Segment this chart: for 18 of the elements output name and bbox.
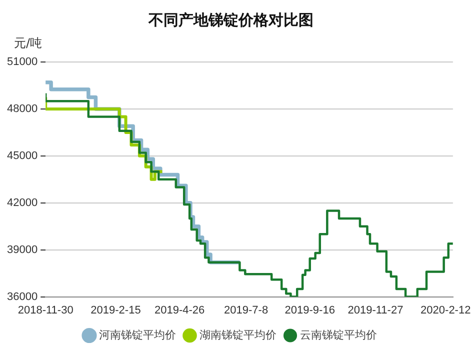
- y-tick-label: 51000: [6, 56, 38, 68]
- y-tick-label: 42000: [6, 196, 38, 209]
- legend-label: 湖南锑锭平均价: [199, 328, 276, 342]
- x-tick-label: 2019-7-8: [224, 304, 268, 316]
- y-tick-label: 39000: [6, 244, 38, 256]
- x-tick-label: 2019-11-27: [348, 304, 404, 316]
- x-tick-label: 2019-9-16: [284, 304, 335, 316]
- chart-title: 不同产地锑锭价格对比图: [148, 10, 314, 29]
- x-tick-label: 2019-2-15: [90, 304, 141, 316]
- x-tick-label: 2019-4-26: [154, 304, 205, 316]
- y-axis-title: 元/吨: [14, 36, 42, 50]
- x-tick-label: 2018-11-30: [18, 304, 74, 316]
- legend-label: 河南锑锭平均价: [98, 328, 176, 342]
- y-tick-label: 48000: [6, 102, 38, 115]
- y-tick-label: 36000: [6, 290, 38, 303]
- legend-label: 云南锑锭平均价: [300, 328, 377, 342]
- x-tick-label: 2020-2-12: [420, 304, 471, 316]
- y-tick-label: 45000: [6, 150, 38, 162]
